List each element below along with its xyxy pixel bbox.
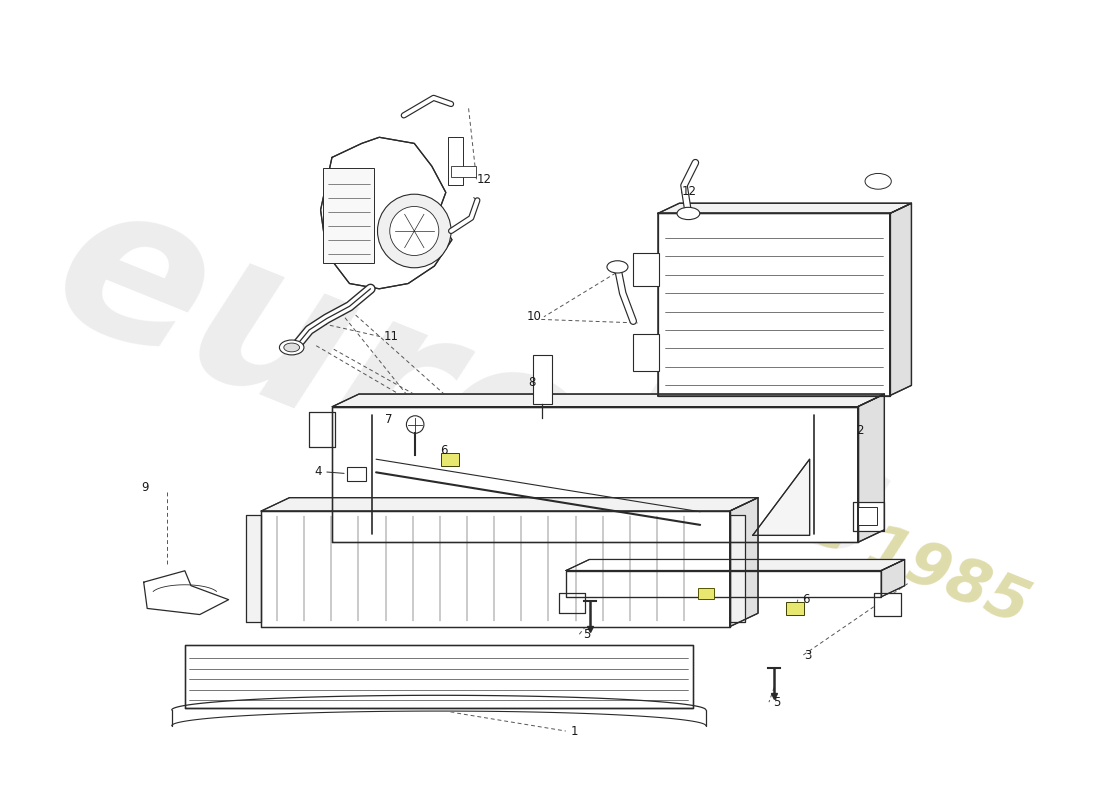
Text: 2: 2 bbox=[857, 424, 864, 437]
Text: 6: 6 bbox=[802, 593, 810, 606]
Bar bbox=[346, 466, 366, 481]
Circle shape bbox=[377, 194, 451, 268]
Polygon shape bbox=[729, 515, 745, 622]
Polygon shape bbox=[658, 214, 890, 396]
Text: 9: 9 bbox=[141, 481, 149, 494]
Polygon shape bbox=[858, 394, 884, 542]
Polygon shape bbox=[658, 203, 912, 214]
Bar bbox=[786, 602, 804, 614]
Polygon shape bbox=[261, 498, 758, 511]
Circle shape bbox=[389, 206, 439, 255]
Polygon shape bbox=[332, 394, 884, 406]
Text: 8: 8 bbox=[528, 376, 535, 389]
Ellipse shape bbox=[284, 343, 299, 352]
Bar bbox=[634, 253, 660, 286]
Bar bbox=[532, 355, 552, 403]
Text: 12: 12 bbox=[476, 173, 492, 186]
Text: 5: 5 bbox=[773, 696, 781, 709]
Polygon shape bbox=[854, 502, 884, 531]
Bar bbox=[451, 166, 475, 177]
Text: 11: 11 bbox=[384, 330, 398, 343]
Text: 3: 3 bbox=[804, 650, 812, 662]
Text: 5: 5 bbox=[583, 628, 591, 642]
Polygon shape bbox=[566, 570, 881, 597]
Text: 10: 10 bbox=[527, 310, 541, 323]
Polygon shape bbox=[752, 459, 810, 535]
Polygon shape bbox=[320, 138, 452, 289]
Ellipse shape bbox=[279, 340, 304, 355]
Ellipse shape bbox=[607, 261, 628, 273]
Polygon shape bbox=[881, 559, 904, 597]
Polygon shape bbox=[309, 412, 334, 447]
Text: a passion for auto parts: a passion for auto parts bbox=[389, 448, 706, 598]
Bar bbox=[441, 454, 459, 466]
Polygon shape bbox=[729, 498, 758, 626]
Text: 4: 4 bbox=[315, 466, 322, 478]
Text: since 1985: since 1985 bbox=[672, 443, 1037, 637]
Polygon shape bbox=[144, 570, 229, 614]
Text: res: res bbox=[590, 346, 910, 594]
Polygon shape bbox=[246, 515, 261, 622]
Polygon shape bbox=[559, 594, 585, 613]
Polygon shape bbox=[566, 559, 904, 570]
Polygon shape bbox=[185, 646, 693, 708]
Text: 7: 7 bbox=[385, 413, 393, 426]
Polygon shape bbox=[890, 203, 912, 396]
Circle shape bbox=[406, 416, 424, 434]
Polygon shape bbox=[261, 511, 729, 626]
Polygon shape bbox=[874, 594, 901, 616]
Polygon shape bbox=[332, 406, 858, 542]
Ellipse shape bbox=[676, 207, 700, 219]
Bar bbox=[323, 168, 374, 262]
Bar bbox=[448, 138, 463, 186]
Bar bbox=[858, 507, 877, 525]
Text: 12: 12 bbox=[681, 185, 696, 198]
Bar bbox=[634, 334, 660, 371]
Text: euros: euros bbox=[26, 158, 737, 607]
Text: 6: 6 bbox=[441, 444, 448, 458]
Text: 1: 1 bbox=[570, 725, 578, 738]
Bar bbox=[698, 588, 714, 598]
Ellipse shape bbox=[865, 174, 891, 190]
